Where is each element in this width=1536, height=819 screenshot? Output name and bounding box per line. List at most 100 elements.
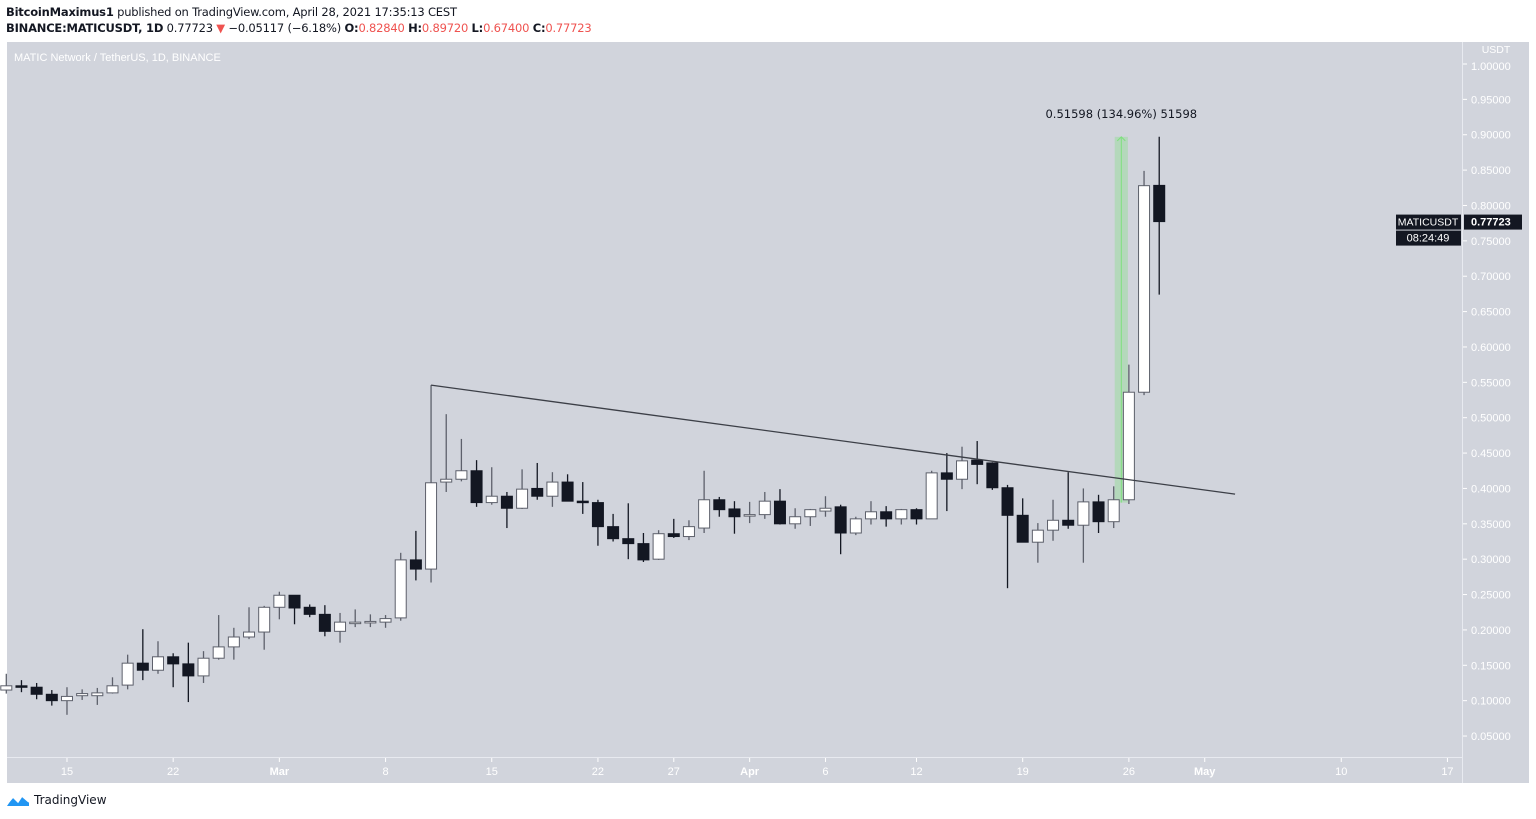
x-tick-label: Apr xyxy=(740,766,760,778)
candle xyxy=(470,460,483,507)
author-name[interactable]: BitcoinMaximus1 xyxy=(6,5,114,19)
candle-body xyxy=(1031,529,1044,543)
candle xyxy=(864,501,877,525)
candle xyxy=(576,482,589,514)
chart-background xyxy=(7,42,1529,783)
candle xyxy=(1001,484,1014,589)
candle xyxy=(425,385,438,583)
candle xyxy=(1107,486,1120,529)
candle-body xyxy=(986,462,999,489)
time-axis[interactable]: 15 22 Mar 8 15 22 27 Apr 6 12 19 26 May 10 17 xyxy=(61,758,1454,778)
y-tick-label: 0.55000 xyxy=(1471,377,1511,389)
candle-body xyxy=(288,594,301,609)
candle xyxy=(986,462,999,490)
candle-body xyxy=(121,662,134,686)
y-tick-label: 1.00000 xyxy=(1471,61,1511,73)
brand-name: TradingView xyxy=(34,793,107,807)
candle-body xyxy=(1138,185,1151,393)
candle-body xyxy=(425,482,438,570)
high-label: H: xyxy=(408,21,422,35)
x-tick-label: 8 xyxy=(382,766,388,778)
x-tick-label: May xyxy=(1194,766,1216,778)
candle xyxy=(227,627,240,660)
candle-body xyxy=(1077,501,1090,526)
price-axis[interactable]: 1.00000 0.95000 0.90000 0.85000 0.80000 0.750… xyxy=(1463,61,1511,743)
candle-body xyxy=(485,495,498,504)
candle xyxy=(1062,472,1075,529)
candle xyxy=(288,594,301,625)
candle-body xyxy=(804,509,817,518)
trendline[interactable] xyxy=(430,384,1236,495)
candle-body xyxy=(1092,501,1105,523)
candle-body xyxy=(682,526,695,538)
tradingview-brand[interactable]: TradingView xyxy=(6,793,107,807)
candle xyxy=(895,508,908,525)
candle xyxy=(394,552,407,621)
symbol-label-bg xyxy=(1396,214,1461,230)
candle xyxy=(713,496,726,517)
candle-body xyxy=(773,500,786,525)
x-tick-label: Mar xyxy=(270,766,290,778)
candle xyxy=(76,689,89,700)
candle-body xyxy=(607,526,620,540)
candle xyxy=(925,470,938,520)
y-tick-label: 0.45000 xyxy=(1471,448,1511,460)
candle-body xyxy=(500,495,513,509)
last-price-marker: MATICUSDT 08:24:49 0.77723 xyxy=(1396,214,1522,246)
candle xyxy=(1153,136,1166,295)
candles xyxy=(0,136,1166,715)
candle xyxy=(121,654,134,690)
last-price: 0.77723 xyxy=(166,21,213,35)
candle xyxy=(1122,364,1135,505)
candle-body xyxy=(318,613,331,632)
y-tick-label: 0.75000 xyxy=(1471,236,1511,248)
candle xyxy=(561,474,574,502)
candle-body xyxy=(1107,499,1120,523)
open-label: O: xyxy=(344,21,359,35)
candle-body xyxy=(531,487,544,497)
candle xyxy=(15,680,28,693)
candle xyxy=(698,470,711,534)
candle-body xyxy=(1047,519,1060,531)
candle xyxy=(849,516,862,536)
candle xyxy=(152,641,164,674)
y-tick-label: 0.70000 xyxy=(1471,271,1511,283)
candle-body xyxy=(1016,514,1029,543)
symbol-info: BINANCE:MATICUSDT, 1D 0.77723 ▼ −0.05117… xyxy=(6,21,592,35)
chart-title: MATIC Network / TetherUS, 1D, BINANCE xyxy=(14,52,221,64)
candle-body xyxy=(258,606,271,633)
down-arrow-icon: ▼ xyxy=(216,21,225,35)
candle-body xyxy=(895,509,908,520)
open-value: 0.82840 xyxy=(358,21,405,35)
y-tick-label: 0.35000 xyxy=(1471,519,1511,531)
high-value: 0.89720 xyxy=(421,21,469,35)
candle-body xyxy=(864,511,877,520)
candle xyxy=(682,520,695,541)
x-tick-label: 6 xyxy=(822,766,828,778)
candle-body xyxy=(45,693,58,702)
candle xyxy=(516,469,529,509)
candle xyxy=(622,503,635,560)
x-tick-label: 17 xyxy=(1441,766,1453,778)
candle-body xyxy=(440,478,453,483)
candle xyxy=(956,446,969,490)
x-tick-label: 26 xyxy=(1123,766,1135,778)
candle xyxy=(1077,488,1090,563)
candle-body xyxy=(379,618,392,623)
y-tick-label: 0.80000 xyxy=(1471,200,1511,212)
x-tick-label: 19 xyxy=(1017,766,1029,778)
symbol-name: BINANCE:MATICUSDT, 1D xyxy=(6,21,164,35)
y-tick-label: 0.15000 xyxy=(1471,660,1511,672)
candle-body xyxy=(349,621,362,625)
candle-body xyxy=(713,499,726,511)
y-tick-label: 0.95000 xyxy=(1471,94,1511,106)
x-tick-label: 22 xyxy=(592,766,604,778)
countdown-label: 08:24:49 xyxy=(1407,233,1450,245)
candle-body xyxy=(136,662,149,671)
candle-body xyxy=(182,663,195,677)
candle xyxy=(485,467,498,505)
candle xyxy=(971,441,984,485)
candle xyxy=(182,642,195,703)
candle-body xyxy=(940,472,953,480)
